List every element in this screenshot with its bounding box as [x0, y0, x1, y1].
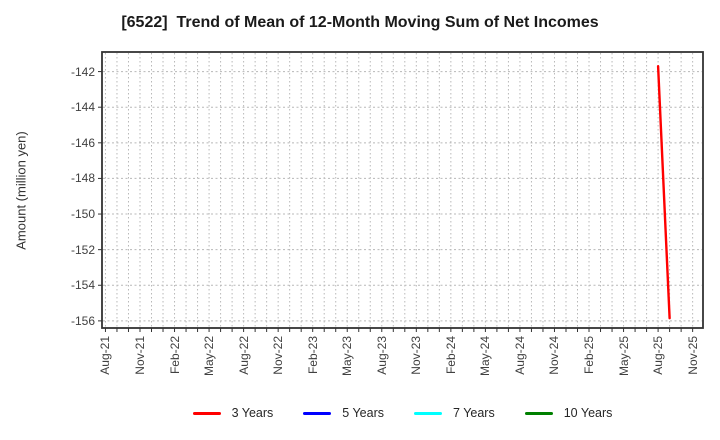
x-tick-label: Feb-25: [582, 336, 597, 375]
y-tick-label: -152: [70, 242, 95, 257]
legend: 3 Years 5 Years 7 Years 10 Years: [102, 403, 703, 423]
legend-item-7-years: 7 Years: [414, 406, 495, 420]
y-tick-label: -148: [70, 171, 95, 186]
legend-item-3-years: 3 Years: [192, 406, 274, 420]
x-tick-label: Nov-23: [409, 336, 424, 375]
x-tick-label: Aug-24: [512, 336, 527, 375]
legend-label: 10 Years: [563, 406, 613, 420]
x-tick-label: Nov-22: [271, 336, 286, 375]
y-tick-label: -146: [70, 135, 95, 150]
x-tick-label: Aug-22: [236, 336, 251, 375]
y-tick-label: -142: [70, 64, 95, 79]
y-tick-label: -144: [70, 100, 95, 115]
x-tick-label: Nov-21: [132, 336, 147, 375]
series-line-3-years: [656, 65, 671, 320]
legend-label: 7 Years: [453, 406, 495, 420]
plot-border: [101, 51, 704, 329]
legend-item-10-years: 10 Years: [524, 406, 613, 420]
y-tick-label: -150: [70, 207, 95, 222]
legend-label: 3 Years: [231, 406, 274, 420]
chart-title: [6522] Trend of Mean of 12-Month Moving …: [121, 14, 599, 31]
x-tick-label: Nov-24: [547, 336, 562, 375]
x-tick-label: May-25: [616, 336, 631, 377]
x-tick-label: Aug-25: [651, 336, 666, 375]
x-tick-label: Nov-25: [685, 336, 700, 375]
x-tick-label: Feb-23: [305, 336, 320, 375]
x-tick-label: Feb-22: [167, 336, 182, 375]
y-tick-label: -154: [70, 278, 95, 293]
x-tick-label: Feb-24: [443, 336, 458, 375]
legend-label: 5 Years: [342, 406, 385, 420]
x-tick-label: Aug-23: [374, 336, 389, 375]
x-tick-label: May-22: [202, 336, 217, 377]
x-tick-label: May-23: [340, 336, 355, 377]
legend-line-swatch: [414, 411, 443, 415]
legend-line-swatch: [524, 411, 553, 415]
legend-line-swatch: [192, 411, 221, 415]
y-tick-label: -156: [70, 313, 95, 328]
legend-item-5-years: 5 Years: [303, 406, 384, 420]
x-tick-label: May-24: [478, 336, 493, 377]
legend-line-swatch: [303, 411, 332, 415]
x-tick-label: Aug-21: [98, 336, 113, 375]
